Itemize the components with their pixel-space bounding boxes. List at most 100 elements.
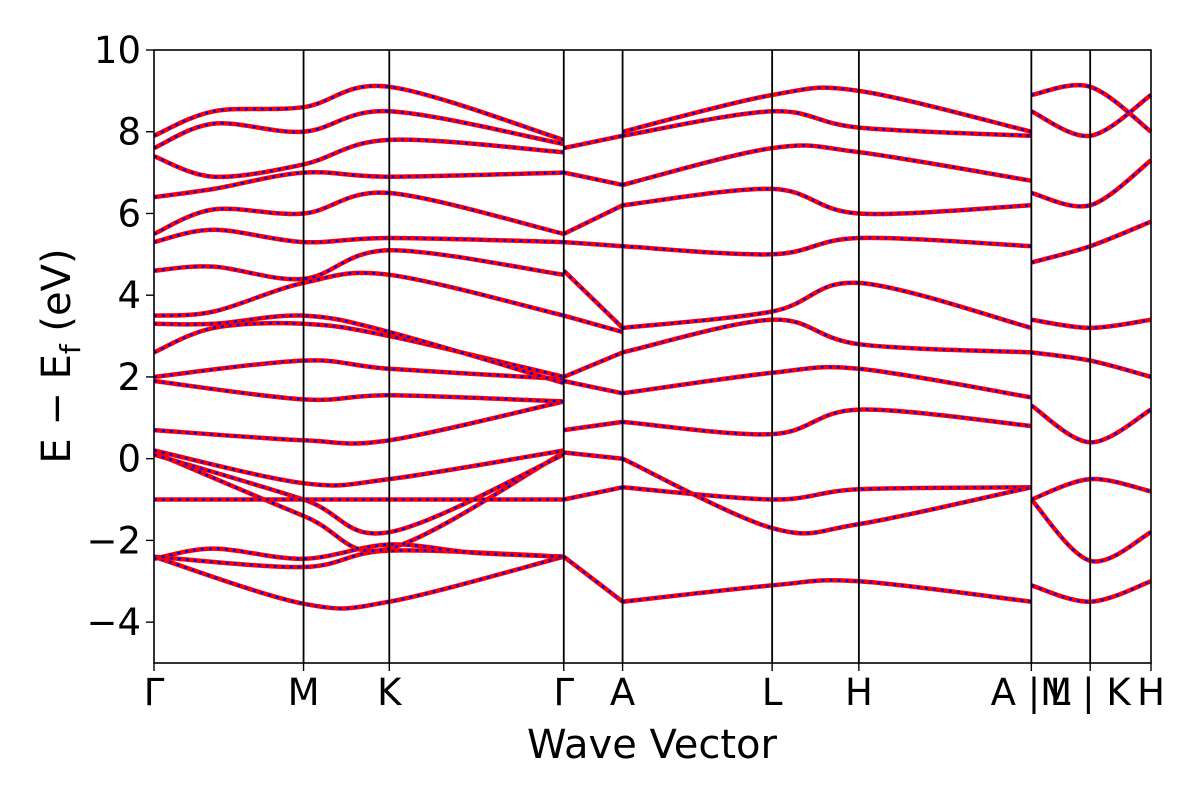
band-31: [563, 133, 624, 151]
band-36: [622, 364, 1032, 400]
y-tick-label-7: 10: [94, 29, 141, 72]
band-27-dashed: [562, 269, 624, 329]
band-6-dashed: [153, 449, 565, 487]
band-12-dashed: [153, 271, 565, 317]
band-38: [622, 280, 1032, 331]
band-38-solid: [622, 280, 1032, 331]
band-50-dashed: [1031, 220, 1152, 264]
band-1-dashed: [153, 549, 564, 569]
y-ticks: −4 −2 0 2 4 6 8 10: [86, 29, 154, 644]
band-41-solid: [622, 143, 1032, 188]
band-44: [1030, 579, 1152, 604]
band-25-solid: [562, 350, 624, 379]
band-11: [153, 313, 565, 386]
y-tick-label-5: 6: [117, 192, 141, 235]
x-tick-label-6: H: [845, 671, 873, 714]
band-8-solid: [153, 378, 564, 404]
band-51-solid: [1030, 158, 1153, 209]
y-axis-label-unit: (eV): [34, 248, 80, 344]
band-0: [153, 554, 565, 611]
band-7-dashed: [153, 400, 565, 445]
band-24-dashed: [563, 379, 623, 395]
band-4-dashed: [153, 453, 565, 535]
band-12: [153, 270, 565, 318]
band-47: [1030, 403, 1153, 445]
band-29-dashed: [563, 204, 624, 236]
band-45: [1029, 497, 1153, 564]
band-46: [1030, 476, 1152, 502]
band-46-dashed: [1030, 477, 1152, 501]
x-tick-label-7: A |M: [991, 671, 1072, 714]
band-14: [153, 227, 564, 245]
band-0-solid: [153, 554, 565, 611]
band-29: [562, 203, 624, 236]
band-27: [562, 269, 625, 330]
band-23-solid: [563, 419, 623, 433]
band-17: [153, 137, 564, 180]
band-17-dashed: [153, 138, 564, 179]
x-tick-label-2: K: [377, 671, 403, 714]
band-37-solid: [622, 317, 1032, 355]
band-32-dashed: [622, 579, 1032, 603]
band-47-dashed: [1030, 404, 1152, 444]
band-19: [153, 83, 565, 143]
band-37-dashed: [622, 318, 1032, 354]
band-34: [621, 456, 1032, 536]
band-16: [153, 169, 564, 200]
band-7: [153, 399, 565, 446]
band-40-solid: [622, 186, 1032, 217]
band-13-dashed: [153, 248, 564, 281]
x-tick-label-9: H: [1137, 671, 1165, 714]
band-7-solid: [153, 399, 565, 446]
y-tick-label-1: −2: [86, 519, 141, 562]
y-axis-label-main: E − E: [34, 354, 80, 464]
band-18: [153, 109, 565, 151]
band-15: [153, 190, 565, 237]
y-axis-label: E − Ef (eV): [34, 248, 87, 463]
band-35-solid: [622, 407, 1032, 437]
band-51-dashed: [1031, 159, 1152, 208]
band-32-solid: [622, 578, 1032, 604]
band-26-dashed: [563, 314, 623, 334]
band-32: [622, 578, 1032, 604]
band-39-dashed: [622, 236, 1032, 256]
band-34-dashed: [622, 457, 1032, 535]
band-31-dashed: [563, 134, 623, 150]
band-40: [622, 186, 1032, 217]
band-44-dashed: [1031, 580, 1152, 603]
y-tick-label-3: 2: [117, 356, 141, 399]
band-19-solid: [153, 83, 565, 143]
y-tick-label-6: 8: [117, 111, 141, 154]
band-20-solid: [562, 554, 624, 604]
band-28: [563, 239, 623, 249]
band-12-solid: [153, 270, 565, 318]
band-3-dashed: [153, 451, 565, 553]
band-0-dashed: [153, 555, 565, 610]
band-49: [1031, 317, 1152, 331]
band-45-dashed: [1030, 498, 1152, 563]
band-38-dashed: [622, 281, 1032, 330]
band-51: [1030, 158, 1153, 209]
band-11-solid: [153, 313, 565, 386]
band-40-dashed: [622, 187, 1032, 216]
band-4: [153, 452, 565, 536]
y-tick-label-4: 4: [117, 274, 141, 317]
band-50-solid: [1030, 219, 1152, 265]
band-48-solid: [1031, 350, 1152, 380]
band-24: [563, 378, 624, 396]
x-tick-label-1: M: [288, 671, 320, 714]
band-47-solid: [1030, 403, 1153, 445]
y-tick-label-2: 0: [117, 438, 141, 481]
band-14-solid: [153, 227, 564, 245]
band-30-dashed: [563, 171, 623, 187]
y-tick-label-0: −4: [86, 601, 141, 644]
band-8-dashed: [153, 379, 564, 403]
x-tick-label-5: L: [762, 671, 783, 714]
band-43: [622, 85, 1032, 134]
band-30: [563, 170, 624, 188]
band-37: [622, 317, 1032, 355]
band-43-dashed: [622, 86, 1032, 133]
band-35: [622, 407, 1032, 437]
band-22: [563, 450, 623, 461]
